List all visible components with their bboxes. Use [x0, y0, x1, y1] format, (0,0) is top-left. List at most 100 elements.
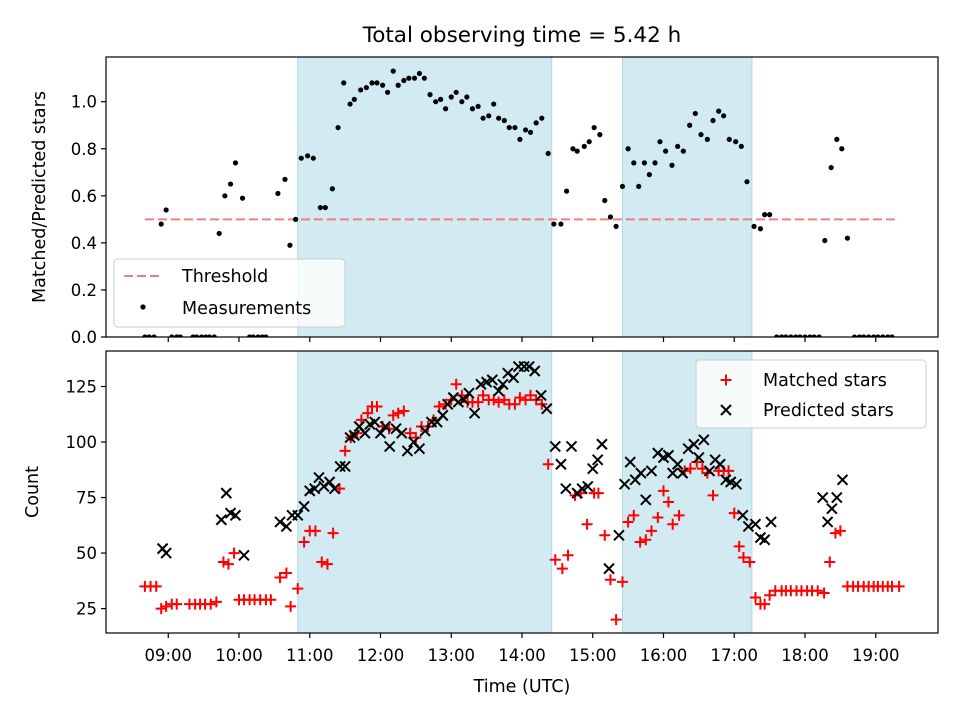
predicted-star-point: [635, 467, 647, 479]
legend-threshold-label: Threshold: [181, 267, 268, 287]
measurement-point: [142, 334, 148, 337]
measurement-point: [563, 188, 570, 194]
matched-star-point: [210, 596, 222, 608]
measurement-points: [142, 68, 895, 337]
measurement-point: [459, 99, 465, 105]
x-tick-label: 15:00: [569, 646, 617, 665]
matched-star-point: [509, 398, 521, 410]
y-axis-label-count: Count: [23, 466, 43, 518]
predicted-star-point: [486, 374, 498, 386]
measurement-point: [692, 110, 698, 117]
measurement-point: [390, 68, 396, 74]
measurement-point: [828, 164, 834, 171]
measurement-point: [421, 75, 427, 81]
measurement-point: [232, 160, 239, 166]
matched-star-point: [610, 614, 622, 626]
predicted-star-point: [688, 438, 700, 450]
matched-star-point: [737, 552, 749, 564]
measurement-point: [631, 160, 637, 166]
matched-star-point: [155, 603, 167, 615]
predicted-star-point: [383, 440, 396, 453]
measurement-point: [744, 179, 750, 185]
measurement-point: [844, 235, 851, 241]
x-tick-label: 16:00: [640, 646, 688, 665]
predicted-star-point: [359, 427, 371, 439]
matched-star-point: [285, 600, 297, 612]
legend-predicted-label: Predicted stars: [763, 401, 894, 421]
measurement-point: [597, 132, 603, 138]
observing-windows: [297, 351, 753, 633]
measurement-point: [469, 106, 476, 112]
x-tick-label: 18:00: [781, 646, 829, 665]
matched-star-point: [829, 527, 841, 539]
legend-box: [695, 359, 927, 429]
predicted-star-point: [313, 471, 325, 484]
matched-star-point: [450, 378, 462, 390]
y-tick-label: 125: [66, 378, 98, 397]
predicted-star-point: [821, 516, 834, 528]
matched-star-point: [387, 409, 399, 421]
legend-measurements-label: Measurements: [182, 299, 311, 319]
y-tick-label: 0.2: [71, 281, 97, 300]
matched-star-point: [652, 512, 664, 524]
measurement-point: [871, 334, 877, 337]
matched-star-point: [744, 556, 756, 568]
predicted-star-point: [308, 482, 321, 495]
count-panel: 25 50 75 100 125 09:00 10:00 11:00 12:00 13:00 14…: [23, 350, 939, 697]
predicted-star-point: [401, 445, 414, 457]
legend-predicted-swatch: [720, 404, 732, 416]
measurement-point: [807, 334, 813, 337]
count-points: [139, 360, 905, 626]
predicted-star-point: [671, 458, 684, 470]
measurement-point: [767, 212, 773, 218]
y-axis-label-ratio: Matched/Predicted stars: [30, 91, 50, 303]
measurement-point: [797, 334, 803, 337]
measurement-point: [416, 70, 423, 77]
legend-box: [113, 258, 346, 328]
predicted-star-point: [587, 462, 599, 475]
measurement-point: [861, 334, 867, 337]
predicted-star-point: [618, 478, 631, 490]
matched-star-point: [160, 600, 172, 612]
measurement-point: [322, 204, 328, 211]
matched-star-point: [316, 556, 328, 568]
predicted-star-point: [765, 516, 777, 528]
predicted-star-point: [591, 454, 604, 466]
measurement-point: [726, 136, 732, 142]
measurement-point: [305, 153, 311, 159]
measurement-point: [716, 108, 722, 114]
measurement-point: [475, 103, 481, 110]
x-tick-label: 09:00: [144, 646, 192, 665]
measurement-point: [293, 216, 299, 222]
y-tick-label: 0.6: [71, 187, 97, 206]
y-tick-label: 1.0: [71, 93, 97, 112]
predicted-star-point: [458, 394, 470, 406]
matched-star-point: [604, 574, 616, 586]
measurement-point: [533, 120, 539, 126]
measurement-point: [427, 92, 433, 98]
predicted-star-point: [215, 514, 228, 526]
measurement-point: [545, 150, 551, 157]
measurement-point: [395, 82, 401, 88]
measurement-point: [783, 334, 789, 337]
predicted-star-point: [468, 407, 481, 419]
measurement-point: [177, 334, 183, 337]
y-tick-label: 50: [76, 544, 97, 563]
matched-star-point: [392, 407, 404, 419]
measurement-point: [193, 334, 200, 337]
predicted-star-point: [369, 416, 381, 428]
measurement-point: [517, 136, 523, 142]
predicted-star-point: [280, 520, 293, 533]
measurement-point: [663, 148, 669, 154]
predicted-star-point: [274, 516, 286, 528]
measurement-point: [607, 214, 614, 220]
x-tick-label: 13:00: [427, 646, 475, 665]
measurement-point: [298, 155, 304, 161]
measurement-point: [613, 223, 619, 230]
matched-star-point: [818, 587, 830, 599]
matched-star-point: [171, 598, 183, 610]
measurement-point: [239, 195, 246, 201]
y-tick-label: 75: [76, 489, 97, 508]
measurement-point: [341, 80, 347, 86]
measurement-point: [558, 221, 564, 227]
